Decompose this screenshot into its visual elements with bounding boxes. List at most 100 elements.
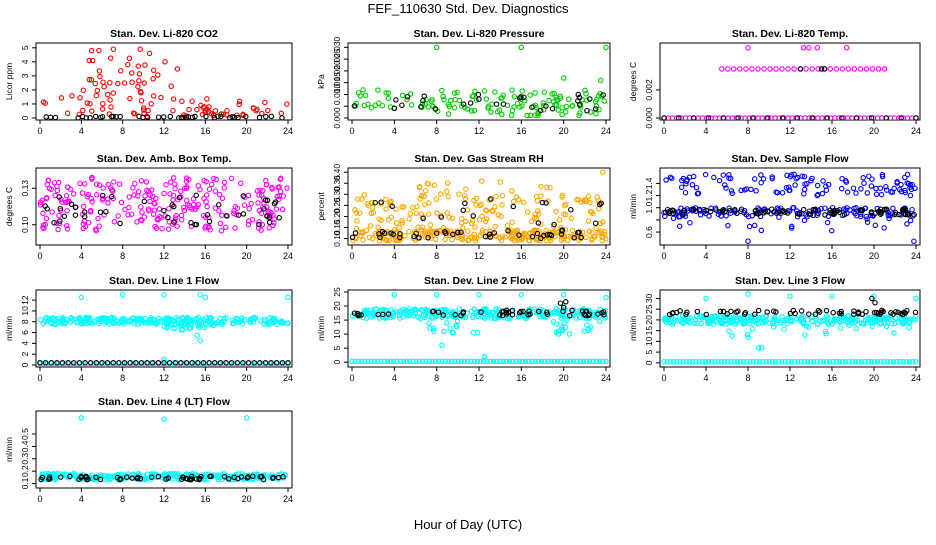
data-point bbox=[181, 360, 187, 367]
data-point bbox=[532, 90, 538, 96]
data-point bbox=[771, 314, 778, 320]
data-point bbox=[745, 314, 751, 320]
y-tick-label: 30 bbox=[644, 293, 654, 303]
data-point bbox=[388, 230, 394, 236]
data-point bbox=[216, 202, 222, 208]
data-point bbox=[473, 202, 479, 208]
data-point bbox=[561, 211, 567, 217]
data-point bbox=[519, 88, 525, 94]
data-point bbox=[662, 209, 669, 216]
data-point bbox=[279, 360, 286, 366]
data-point bbox=[670, 210, 677, 217]
data-point bbox=[245, 221, 252, 228]
data-point bbox=[161, 360, 167, 366]
data-point bbox=[535, 228, 542, 234]
y-tick-label: 0.20 bbox=[332, 208, 342, 225]
data-point bbox=[726, 328, 732, 334]
data-point bbox=[427, 222, 434, 228]
data-point bbox=[884, 359, 891, 365]
data-point bbox=[146, 50, 153, 57]
data-point bbox=[492, 223, 499, 230]
data-point bbox=[231, 208, 237, 214]
data-point bbox=[140, 105, 147, 111]
data-point bbox=[587, 358, 593, 365]
data-point bbox=[863, 308, 869, 315]
data-point bbox=[363, 315, 370, 321]
data-point bbox=[276, 214, 282, 221]
data-point bbox=[532, 214, 538, 221]
data-point bbox=[273, 360, 280, 366]
data-point bbox=[145, 107, 151, 114]
data-point bbox=[683, 178, 690, 184]
data-point bbox=[812, 206, 818, 213]
data-point bbox=[868, 183, 875, 189]
data-point bbox=[781, 326, 787, 332]
data-point bbox=[137, 46, 143, 52]
data-point bbox=[782, 209, 788, 215]
data-point bbox=[460, 101, 467, 107]
data-point bbox=[752, 311, 758, 318]
x-tick-label: 16 bbox=[827, 373, 837, 383]
data-point bbox=[437, 191, 444, 197]
data-point bbox=[881, 66, 888, 72]
data-point bbox=[892, 210, 899, 216]
data-point bbox=[405, 311, 411, 318]
data-point bbox=[589, 237, 595, 243]
y-tick-label: 5 bbox=[644, 349, 654, 354]
x-tick-label: 0 bbox=[37, 494, 42, 504]
points-layer bbox=[37, 291, 291, 367]
y-axis-label: ml/min bbox=[628, 316, 638, 341]
data-point bbox=[169, 316, 175, 323]
data-point bbox=[147, 198, 153, 205]
data-point bbox=[801, 359, 808, 365]
data-point bbox=[503, 358, 510, 365]
data-point bbox=[410, 358, 416, 365]
data-point bbox=[533, 193, 540, 200]
data-point bbox=[691, 207, 697, 213]
data-point bbox=[559, 326, 565, 333]
data-point bbox=[89, 199, 95, 205]
data-point bbox=[587, 96, 593, 102]
data-point bbox=[201, 324, 208, 331]
data-point bbox=[749, 66, 755, 72]
data-point bbox=[58, 474, 64, 480]
data-point bbox=[349, 358, 355, 365]
data-point bbox=[793, 316, 800, 322]
data-point bbox=[436, 358, 442, 365]
data-point bbox=[383, 89, 389, 96]
data-point bbox=[582, 87, 588, 94]
data-point bbox=[755, 66, 761, 72]
data-point bbox=[851, 311, 857, 317]
data-point bbox=[235, 212, 242, 218]
data-point bbox=[261, 206, 267, 212]
data-point bbox=[178, 115, 185, 120]
data-point bbox=[845, 66, 852, 72]
data-point bbox=[393, 206, 399, 213]
data-point bbox=[463, 186, 469, 192]
data-point bbox=[593, 358, 600, 365]
data-point bbox=[58, 95, 65, 101]
data-point bbox=[894, 359, 900, 365]
data-point bbox=[111, 219, 118, 225]
data-point bbox=[427, 325, 433, 332]
data-point bbox=[97, 476, 104, 483]
data-point bbox=[703, 311, 710, 318]
data-point bbox=[152, 223, 158, 230]
data-point bbox=[873, 185, 879, 192]
data-point bbox=[100, 472, 107, 479]
data-point bbox=[869, 295, 875, 302]
data-point bbox=[162, 316, 168, 322]
data-point bbox=[851, 66, 858, 72]
y-tick-label: 0.3 bbox=[20, 453, 30, 465]
points-layer bbox=[37, 174, 290, 234]
data-point bbox=[402, 233, 408, 239]
data-point bbox=[745, 213, 752, 220]
data-point bbox=[277, 319, 284, 325]
data-point bbox=[441, 328, 447, 335]
data-point bbox=[240, 360, 246, 366]
data-point bbox=[590, 210, 596, 217]
data-point bbox=[868, 210, 875, 216]
data-point bbox=[133, 360, 139, 366]
data-point bbox=[860, 175, 866, 181]
x-tick-label: 16 bbox=[827, 126, 837, 136]
